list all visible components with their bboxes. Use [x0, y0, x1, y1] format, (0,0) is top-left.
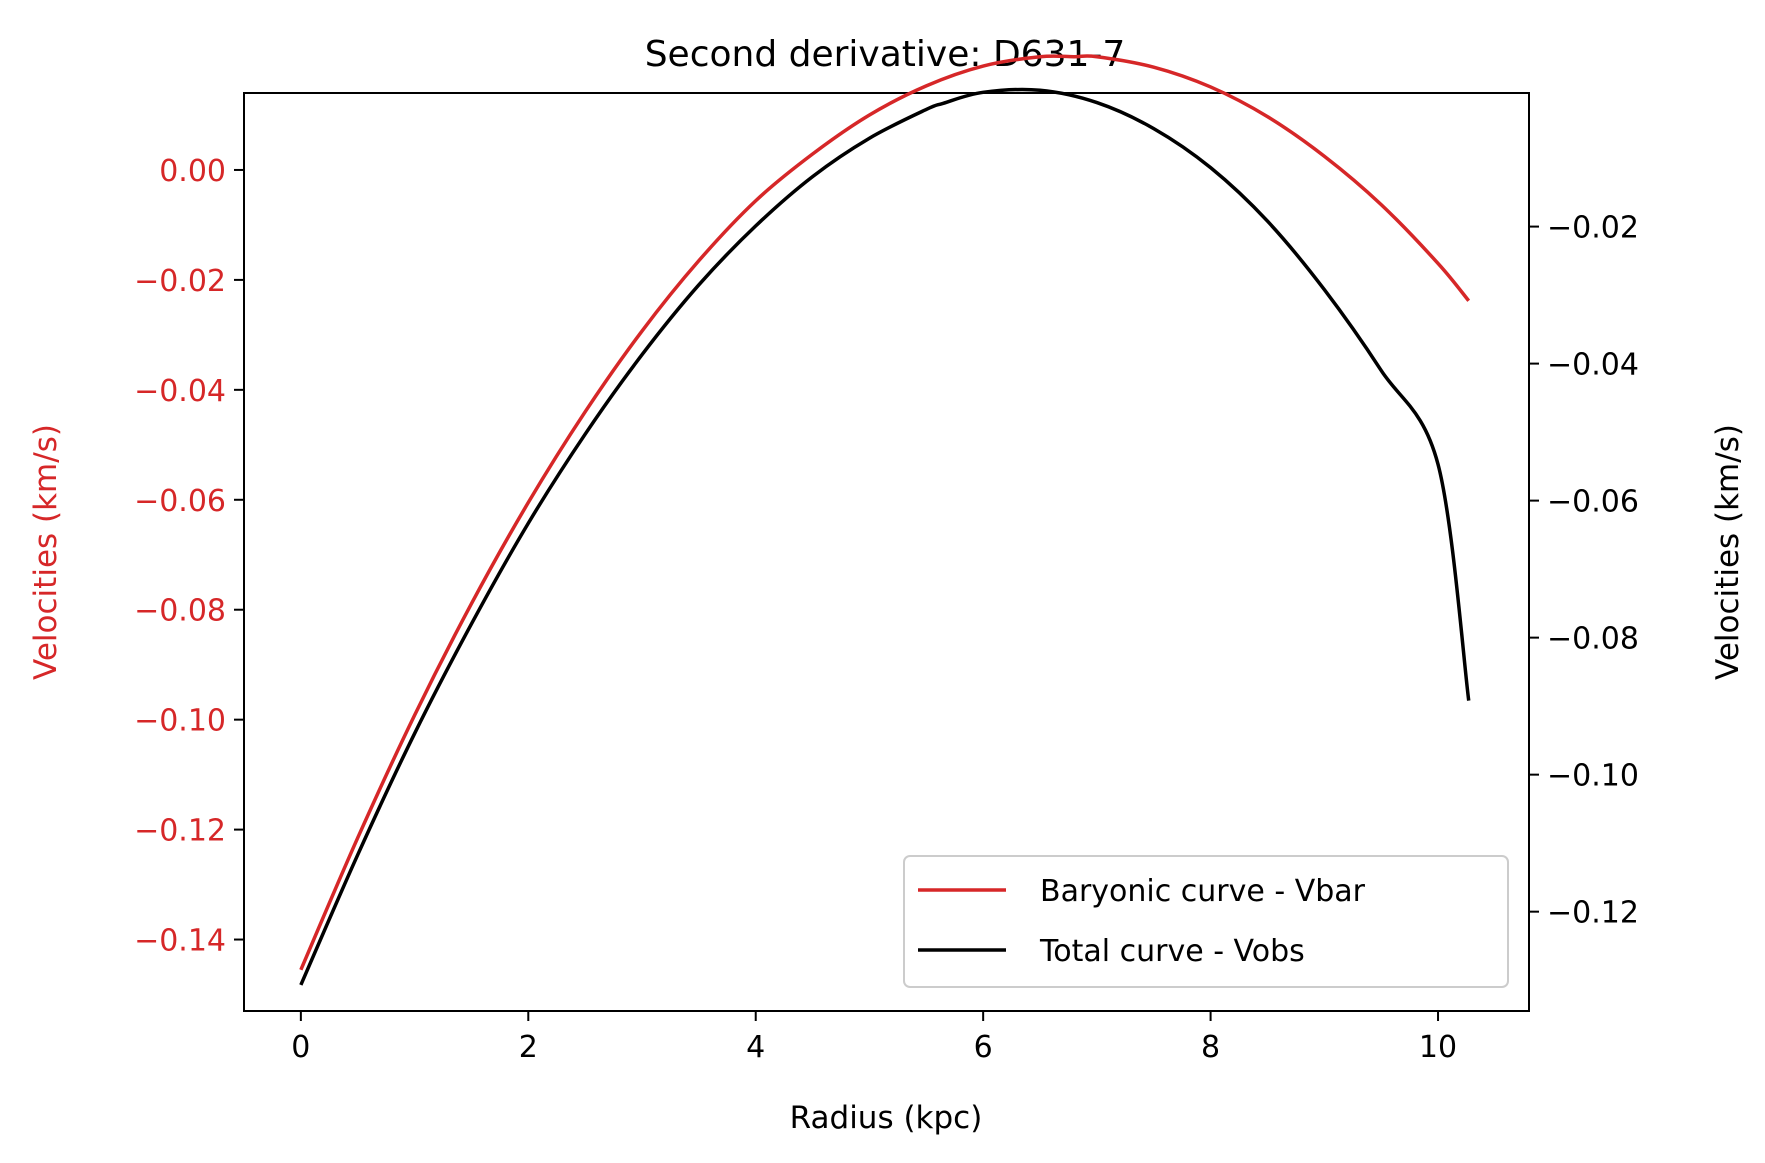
right-y-tick-label: −0.02 [1547, 211, 1639, 246]
legend-box [903, 855, 1509, 988]
left-y-tick-label: −0.08 [134, 594, 226, 629]
right-y-tick-label: −0.08 [1547, 622, 1639, 657]
x-axis-label: Radius (kpc) [790, 1100, 983, 1136]
left-y-tick-label: −0.10 [134, 704, 226, 739]
left-y-axis-label: Velocities (km/s) [28, 424, 64, 680]
left-y-axis: 0.00 −0.02 −0.04 −0.06 −0.08 −0.10 −0.12 −0.14 [134, 154, 244, 959]
x-tick-label: 8 [1201, 1030, 1220, 1065]
x-tick-label: 4 [746, 1030, 765, 1065]
right-y-tick-label: −0.12 [1547, 896, 1639, 931]
plot-frame [243, 92, 1530, 1012]
right-y-axis: −0.02 −0.04 −0.06 −0.08 −0.10 −0.12 [1529, 211, 1639, 931]
right-y-tick-label: −0.04 [1547, 348, 1639, 383]
left-y-tick-label: −0.02 [134, 264, 226, 299]
left-y-tick-label: 0.00 [159, 154, 226, 189]
series-line-baryonic [299, 54, 1471, 971]
left-y-tick-label: −0.14 [134, 924, 226, 959]
left-y-tick-label: −0.04 [134, 374, 226, 409]
right-y-tick-label: −0.06 [1547, 485, 1639, 520]
right-y-axis-label: Velocities (km/s) [1710, 424, 1746, 680]
legend: Baryonic curve - Vbar Total curve - Vobs [903, 855, 1509, 988]
x-tick-label: 10 [1419, 1030, 1457, 1065]
series-line-total [299, 87, 1471, 986]
chart-title: Second derivative: D631-7 [645, 34, 1126, 75]
series-layer [299, 54, 1471, 986]
legend-label-total: Total curve - Vobs [1039, 934, 1305, 969]
x-tick-label: 2 [519, 1030, 538, 1065]
x-tick-label: 6 [974, 1030, 993, 1065]
right-y-tick-label: −0.10 [1547, 759, 1639, 794]
x-axis: 0 2 4 6 8 10 [291, 1011, 1457, 1065]
left-y-tick-label: −0.06 [134, 484, 226, 519]
x-tick-label: 0 [291, 1030, 310, 1065]
legend-label-baryonic: Baryonic curve - Vbar [1040, 874, 1366, 909]
left-y-tick-label: −0.12 [134, 814, 226, 849]
plot-area [243, 54, 1530, 1012]
